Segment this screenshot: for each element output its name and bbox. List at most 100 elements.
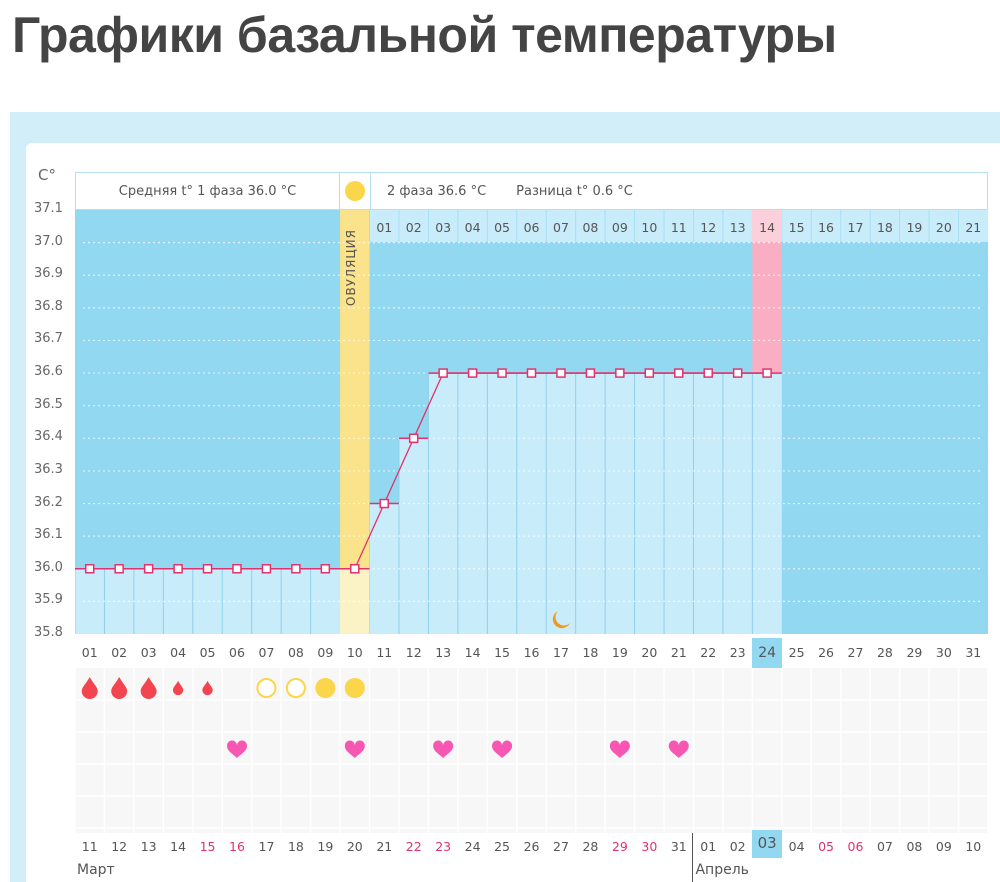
phase2-day-label: 18 [876,220,893,235]
calendar-date[interactable]: 28 [582,839,599,854]
calendar-date[interactable]: 05 [818,839,834,854]
temperature-marker [261,564,272,574]
cycle-day-label[interactable]: 07 [258,645,275,660]
calendar-date[interactable]: 27 [553,839,569,854]
y-tick-label: 35.8 [34,625,63,640]
cycle-day-label[interactable]: 17 [553,645,569,660]
cycle-day-label[interactable]: 09 [317,645,334,660]
calendar-date[interactable]: 17 [258,839,275,854]
moon-icon [552,611,570,629]
phase2-day-label: 02 [405,220,422,235]
cycle-day-label[interactable]: 12 [405,645,422,660]
cycle-day-label[interactable]: 05 [199,645,216,660]
cycle-day-label[interactable]: 01 [81,645,98,660]
calendar-date[interactable]: 09 [935,839,952,854]
cycle-day-label[interactable]: 13 [435,645,452,660]
calendar-date[interactable]: 13 [140,839,157,854]
cycle-day-label[interactable]: 16 [523,645,540,660]
temperature-bar [752,373,782,634]
empty-circle-icon [256,678,277,698]
phase2-day-label: 04 [464,220,481,235]
cycle-day-label[interactable]: 15 [494,645,511,660]
temperature-marker [526,368,537,378]
calendar-date[interactable]: 20 [346,839,363,854]
cycle-day-label[interactable]: 30 [935,645,952,660]
calendar-date[interactable]: 15 [199,839,216,854]
phase2-header: 2 фаза 36.6 °C Разница t° 0.6 °C [370,172,988,210]
phase2-day-label: 14 [752,210,782,242]
calendar-date[interactable]: 19 [317,839,334,854]
calendar-date[interactable]: 24 [464,839,481,854]
cycle-day-label[interactable]: 29 [906,645,923,660]
heart-icon [668,740,689,758]
heart-icon [609,740,630,758]
blood-drop-icon [111,677,128,699]
cycle-day-label[interactable]: 26 [818,645,834,660]
symptom-grid [74,668,989,833]
temperature-chart-svg [75,210,988,634]
phase2-day-label: 08 [582,220,599,235]
calendar-date[interactable]: 10 [965,839,982,854]
temperature-marker [320,564,331,574]
calendar-date[interactable]: 18 [287,839,304,854]
calendar-date[interactable]: 11 [81,839,98,854]
calendar-date[interactable]: 07 [876,839,893,854]
cycle-day-label[interactable]: 18 [582,645,599,660]
calendar-date[interactable]: 21 [376,839,393,854]
cycle-day-label[interactable]: 11 [376,645,393,660]
cycle-day-label[interactable]: 22 [700,645,717,660]
temperature-bar [546,373,576,634]
temperature-marker [497,368,507,378]
calendar-date[interactable]: 03 [752,830,782,858]
y-tick-label: 37.1 [34,201,63,216]
temperature-marker [202,564,213,574]
calendar-date[interactable]: 23 [435,839,452,854]
cycle-day-label[interactable]: 14 [464,645,481,660]
cycle-day-label[interactable]: 19 [611,645,628,660]
cycle-day-label[interactable]: 06 [229,645,245,660]
calendar-date[interactable]: 12 [111,839,128,854]
phase2-day-header-band [369,210,988,242]
blood-drop-icon [81,677,98,699]
calendar-date[interactable]: 16 [229,839,245,854]
sun-icon [345,181,365,201]
cycle-day-label[interactable]: 31 [965,645,982,660]
temperature-marker [762,368,772,378]
temperature-bar [222,568,252,634]
temperature-marker [467,368,478,378]
cycle-day-label[interactable]: 02 [111,645,128,660]
temperature-marker [732,368,743,378]
temperature-bar [722,373,753,634]
cycle-day-label[interactable]: 28 [876,645,893,660]
calendar-date[interactable]: 14 [170,839,187,854]
calendar-date[interactable]: 06 [847,839,864,854]
cycle-day-label[interactable]: 08 [287,645,304,660]
cycle-day-label[interactable]: 24 [752,638,782,668]
cycle-day-label[interactable]: 10 [346,645,363,660]
temperature-marker [644,368,655,378]
cycle-day-label[interactable]: 04 [170,645,187,660]
month-label: Март [77,862,115,878]
ovulation-header [340,172,370,210]
calendar-date[interactable]: 22 [405,839,422,854]
calendar-date[interactable]: 25 [494,839,511,854]
calendar-date[interactable]: 31 [670,839,687,854]
cycle-day-label[interactable]: 20 [641,645,658,660]
temperature-marker [291,564,301,574]
calendar-date[interactable]: 30 [641,839,658,854]
calendar-date[interactable]: 02 [729,839,746,854]
cycle-day-label[interactable]: 21 [670,645,687,660]
phase2-day-label: 19 [906,220,923,235]
empty-circle-icon [285,678,306,698]
y-tick-label: 36.9 [34,266,63,282]
calendar-date[interactable]: 08 [906,839,923,854]
cycle-day-label[interactable]: 25 [788,645,805,660]
calendar-date[interactable]: 01 [700,839,717,854]
cycle-day-label[interactable]: 23 [729,645,746,660]
calendar-date[interactable]: 29 [611,839,628,854]
y-tick-label: 36.4 [34,429,63,445]
cycle-day-label[interactable]: 27 [847,645,864,660]
calendar-date[interactable]: 04 [788,839,805,854]
cycle-day-label[interactable]: 03 [140,645,157,660]
calendar-date[interactable]: 26 [523,839,540,854]
